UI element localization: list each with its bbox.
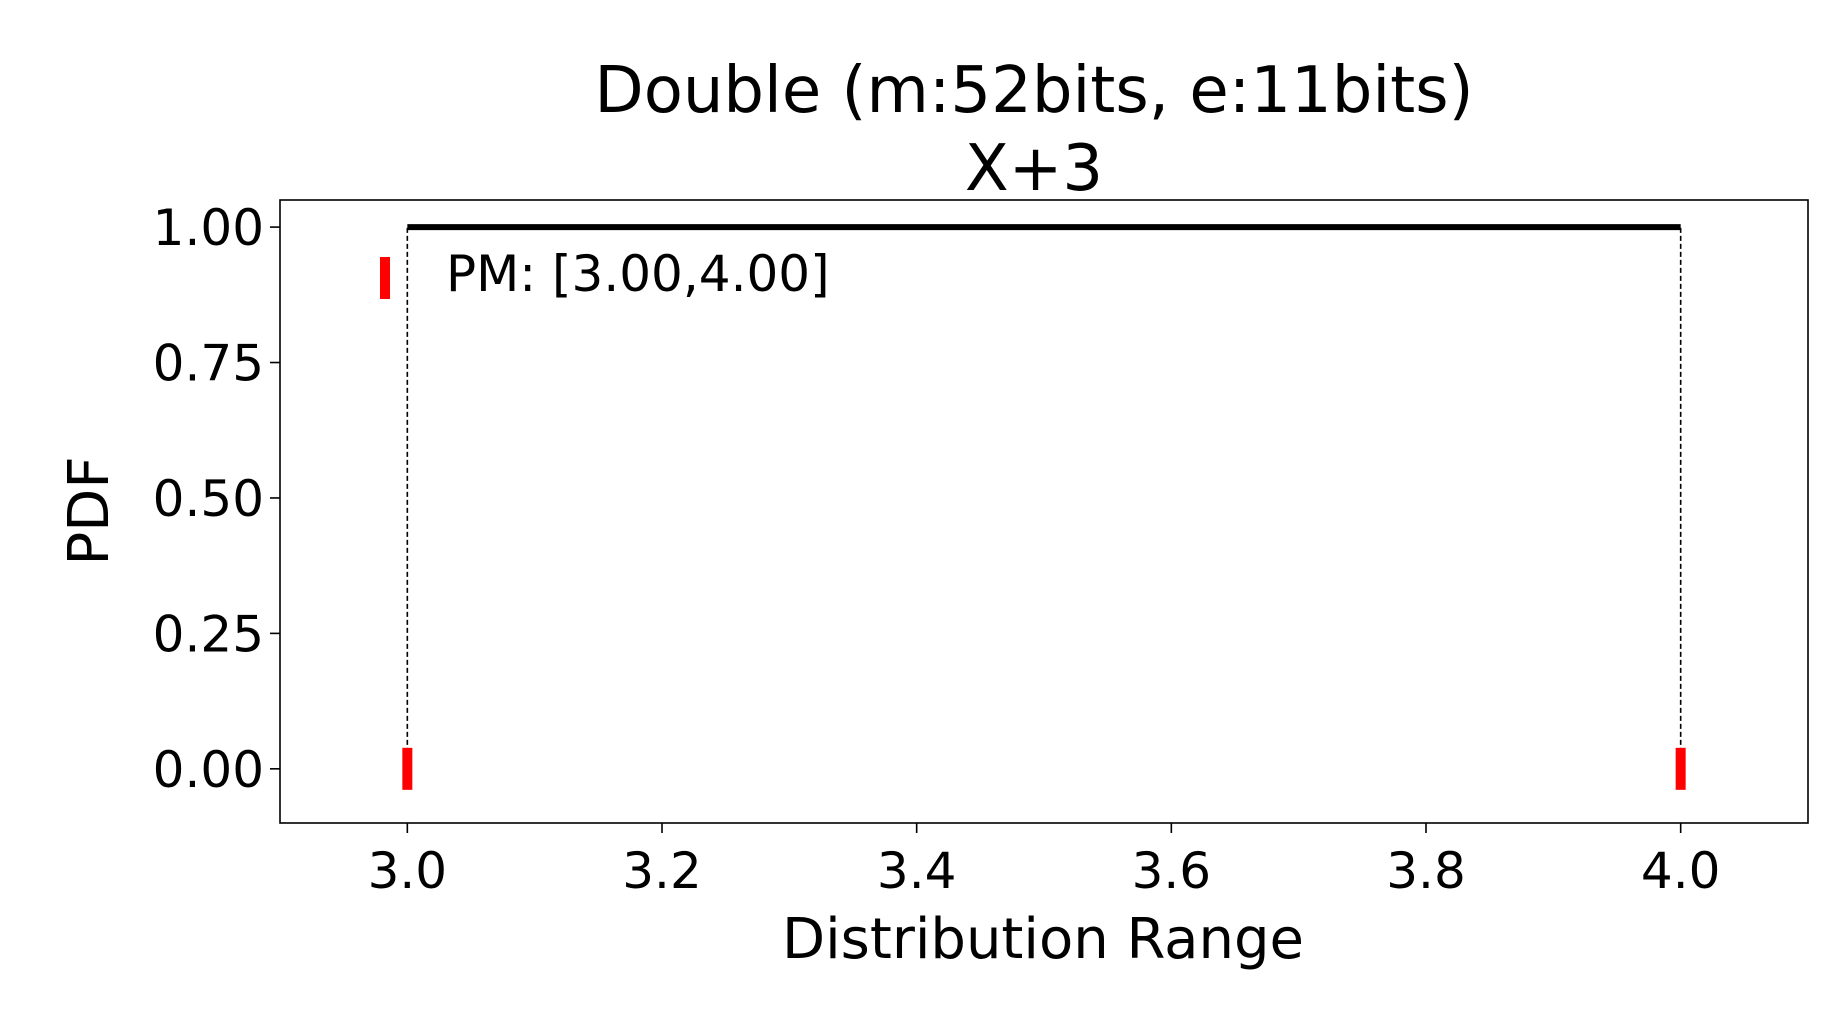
bound-marker — [402, 747, 413, 790]
legend-label: PM: [3.00,4.00] — [446, 245, 830, 303]
x-tick-label: 3.6 — [1132, 842, 1212, 900]
y-tick-label: 0.00 — [153, 741, 264, 799]
x-tick-label: 3.8 — [1386, 842, 1466, 900]
x-tick-label: 4.0 — [1641, 842, 1721, 900]
legend: PM: [3.00,4.00] — [380, 245, 830, 303]
y-axis-label: PDF — [57, 456, 122, 565]
y-axis: 0.00 0.25 0.50 0.75 1.00 — [153, 199, 280, 799]
y-tick-label: 0.50 — [153, 470, 264, 528]
bound-marker — [1675, 747, 1686, 790]
chart-title: Double (m:52bits, e:11bits) — [594, 54, 1473, 128]
plot-frame — [279, 199, 1809, 824]
x-axis-label: Distribution Range — [782, 907, 1304, 972]
y-tick-label: 0.25 — [153, 605, 264, 663]
plot-area — [402, 224, 1686, 790]
chart-subtitle: X+3 — [965, 132, 1103, 206]
x-axis: 3.0 3.2 3.4 3.6 3.8 4.0 — [368, 823, 1721, 900]
y-tick-label: 0.75 — [153, 335, 264, 393]
x-tick-label: 3.0 — [368, 842, 448, 900]
x-tick-label: 3.4 — [877, 842, 957, 900]
y-tick-label: 1.00 — [153, 199, 264, 257]
legend-marker — [380, 257, 390, 299]
x-tick-label: 3.2 — [622, 842, 702, 900]
